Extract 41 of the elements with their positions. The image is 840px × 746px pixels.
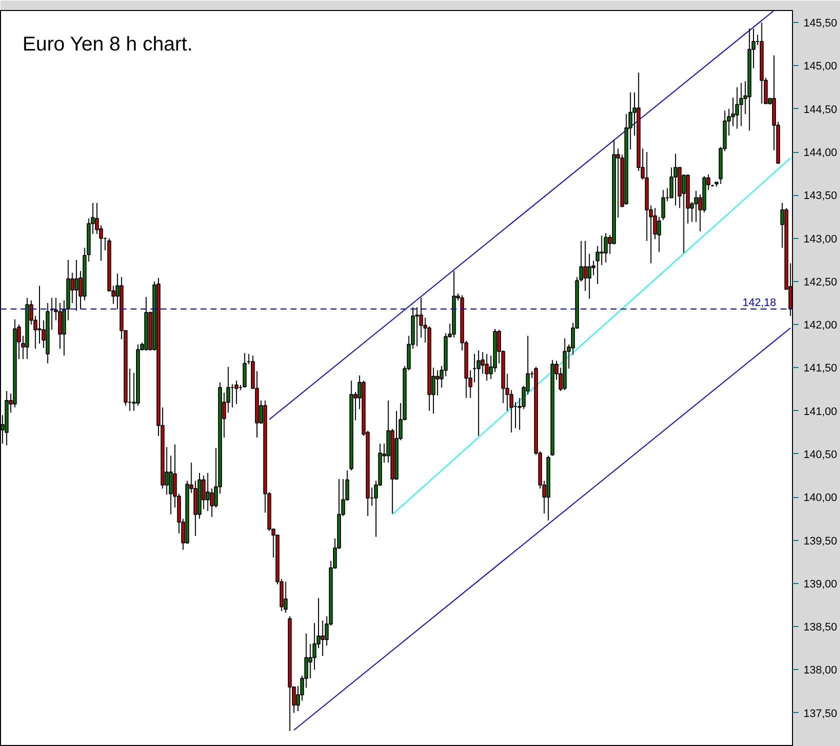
candlestick (484, 353, 489, 382)
candlestick (674, 153, 678, 206)
y-tick-label: 141,50 (804, 362, 838, 375)
candlestick (739, 82, 744, 127)
y-tick-label: 139,00 (804, 578, 838, 590)
candlestick (284, 581, 288, 614)
y-tick-label: 142,00 (804, 320, 838, 332)
y-tick-label: 143,00 (804, 233, 838, 246)
candlestick (604, 232, 608, 263)
candlestick (583, 240, 588, 292)
candlestick (587, 253, 592, 300)
candlestick (74, 259, 78, 312)
candlestick (234, 380, 238, 404)
candlestick (600, 235, 604, 266)
y-tick-label: 145,00 (804, 60, 838, 73)
y-tick-label: 144,00 (804, 147, 838, 160)
y-tick-label: 137,50 (804, 708, 838, 720)
candlestick (242, 352, 247, 388)
candlestick (210, 488, 214, 518)
candlestick (168, 455, 173, 515)
y-tick-label: 143,50 (804, 190, 838, 202)
y-tick-label: 140,50 (804, 449, 838, 461)
candlestick (436, 370, 440, 396)
candlestick (206, 472, 210, 512)
candlestick (476, 350, 481, 436)
text: Euro Yen 8 h chart. (22, 34, 193, 56)
candlestick (38, 285, 42, 344)
y-tick-label: 138,00 (804, 664, 838, 677)
y-tick-label: 138,50 (804, 622, 838, 634)
candlestick (415, 306, 419, 347)
y-tick-label: 145,50 (804, 18, 838, 30)
candlestick (661, 189, 666, 221)
y-tick-label: 144,50 (804, 104, 838, 116)
y-tick-label: 139,50 (804, 535, 838, 548)
candlestick (320, 620, 325, 656)
y-tick-label: 141,00 (804, 406, 838, 418)
y-tick-label: 142,50 (804, 276, 838, 288)
candlestick (694, 190, 698, 222)
ref-line-label: 142,18 (742, 297, 776, 310)
candlestick (735, 86, 740, 130)
y-tick-label: 140,00 (804, 492, 838, 504)
